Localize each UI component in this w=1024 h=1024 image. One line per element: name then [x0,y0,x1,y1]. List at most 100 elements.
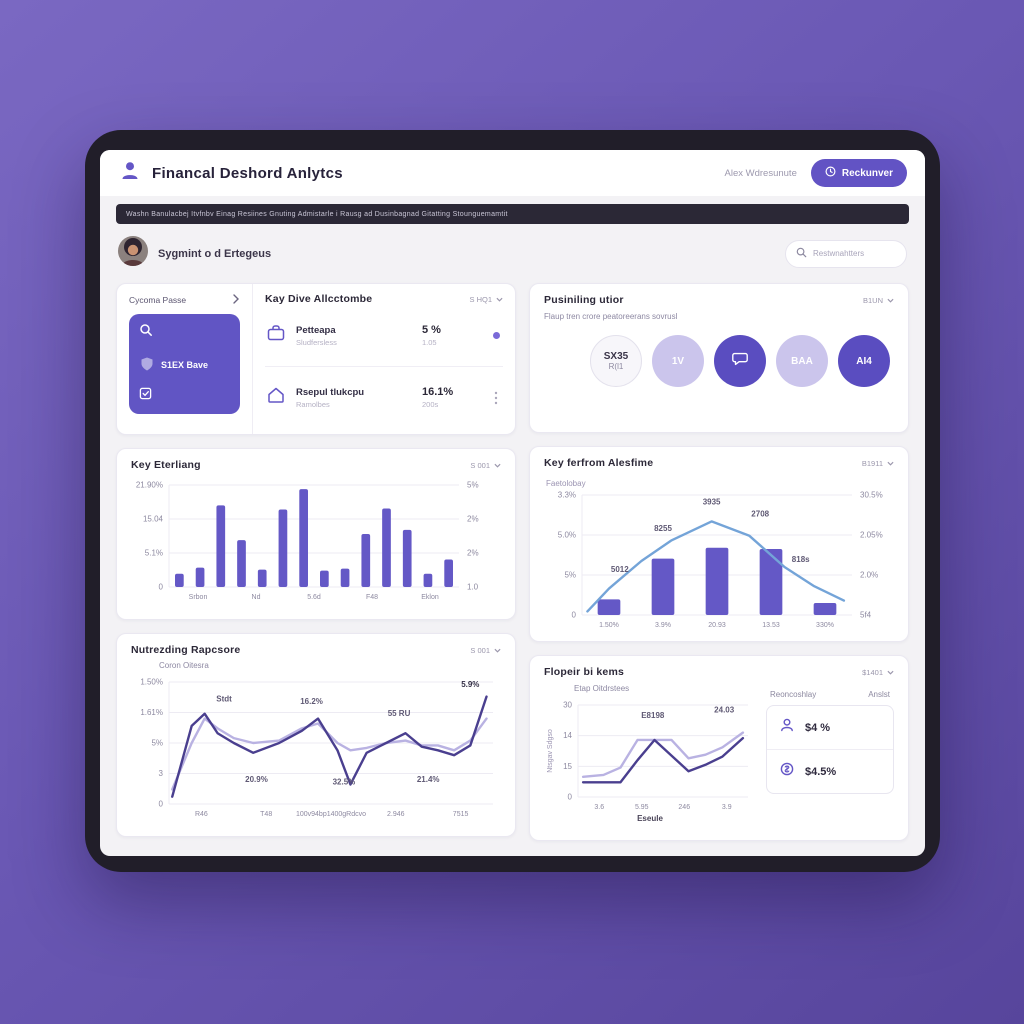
report-metric-value: $4 % [805,721,831,734]
reports-col-label: Reoncoshlay [770,690,817,699]
trends-subtitle: Coron Oitesra [159,661,209,670]
chevron-right-icon[interactable] [232,294,240,306]
clock-icon [825,166,836,180]
metric-subvalue: 200s [422,400,439,409]
svg-text:E8198: E8198 [641,711,665,720]
chevron-down-icon [494,463,501,468]
svg-text:21.4%: 21.4% [417,775,440,784]
person-icon [779,717,795,738]
svg-text:24.03: 24.03 [714,705,735,714]
metric-value: 5 % [422,324,441,336]
svg-text:5.1%: 5.1% [145,549,163,558]
audience-chip[interactable]: 1V [652,335,704,387]
audience-chip[interactable]: SX35 R(l1 [590,335,642,387]
performance-dropdown[interactable]: B1911 [862,459,894,468]
svg-text:16.2%: 16.2% [300,697,323,706]
dropdown-value: $1401 [862,667,883,677]
svg-text:32.5%: 32.5% [333,777,356,786]
svg-text:1.0: 1.0 [467,583,479,592]
chevron-down-icon [496,297,503,302]
trends-card: Nutrezding Rapcsore S 001 Coron Oitesra … [116,633,516,837]
metric-sublabel: Sludfersless [296,337,337,347]
svg-text:T48: T48 [260,811,272,818]
earnings-title: Key Eterliang [131,459,201,471]
chat-icon [731,350,749,373]
svg-text:7515: 7515 [453,811,469,818]
audience-dropdown[interactable]: B1UN [863,296,894,305]
dropdown-value: B1911 [861,458,883,468]
svg-text:818s: 818s [792,555,810,564]
dropdown-value: S 001 [470,645,490,655]
avatar[interactable] [118,236,148,271]
badge-icon [139,356,155,374]
chip-sublabel: R(l1 [608,362,624,371]
svg-text:2.946: 2.946 [387,811,405,818]
audience-chip[interactable]: AI4 [838,335,890,387]
primary-action-button[interactable]: Reckunver [810,159,907,187]
primary-action-label: Reckunver [841,167,893,179]
svg-text:15.04: 15.04 [143,515,164,524]
svg-text:5%: 5% [151,739,163,748]
greeting-row: Sygmint o d Ertegeus [100,224,925,281]
svg-text:0: 0 [159,583,164,592]
svg-text:15: 15 [563,762,572,771]
status-dot [492,332,500,339]
svg-text:Ntsgav Sdgso: Ntsgav Sdgso [547,729,554,773]
kebab-menu-icon[interactable] [489,391,503,405]
svg-text:0: 0 [159,800,164,809]
svg-text:Stdt: Stdt [216,695,232,704]
svg-text:5012: 5012 [611,565,629,574]
performance-title: Key ferfrom Alesfime [544,457,654,469]
svg-text:2%: 2% [467,549,479,558]
reports-subtitle: Etap Oitdrstees [574,684,630,693]
svg-text:5f4: 5f4 [860,611,872,620]
dropdown-value: B1UN [862,295,883,305]
audience-circles: SX35 R(l1 1V BAA AI4 [544,335,894,387]
key-metrics-title: Kay Dive Allcctombe [265,293,373,305]
svg-text:3.9: 3.9 [722,804,732,811]
svg-text:3.3%: 3.3% [558,491,576,500]
audience-card: Pusiniling utior B1UN Flaup tren crore p… [529,283,909,433]
earnings-bar-chart: 21.90% 15.04 5.1% 0 5% 2% 2% 1.0 Srbon Nd 5.6d F48 E… [131,475,501,603]
svg-text:20.9%: 20.9% [245,775,268,784]
metric-label: Petteapa [296,324,336,336]
svg-text:20.93: 20.93 [708,622,726,629]
svg-text:0: 0 [572,611,577,620]
metric-row[interactable]: Rsepul tlukcpu Ramolbes 16.1% 200s [265,366,503,428]
metric-label: Rsepul tlukcpu [296,386,365,398]
chevron-down-icon [887,298,894,303]
svg-text:Srbon: Srbon [189,594,208,601]
earnings-dropdown[interactable]: S 001 [470,461,501,470]
key-metrics-dropdown[interactable]: S HQ1 [469,295,503,304]
user-name: Alex Wdresunute [724,167,797,179]
search-input[interactable] [813,249,893,258]
audience-chip[interactable]: BAA [776,335,828,387]
trends-title: Nutrezding Rapcsore [131,644,241,656]
svg-text:8255: 8255 [654,524,672,533]
svg-text:3.9%: 3.9% [655,622,671,629]
report-metric-value: $4.5% [805,765,837,778]
app-screen: Financal Deshord Anlytcs Alex Wdresunute… [100,150,925,856]
chip-label: SX35 [603,351,629,362]
promo-tile[interactable]: S1EX Bave [129,314,240,414]
tablet-frame: Financal Deshord Anlytcs Alex Wdresunute… [85,130,940,872]
svg-text:Faetolobay: Faetolobay [546,479,586,488]
svg-text:2.0%: 2.0% [860,571,878,580]
svg-text:5%: 5% [467,481,479,490]
reports-title: Flopeir bi kems [544,666,625,678]
notice-text: Washn Banulacbej Itvfnbv Einag Resiines … [126,210,508,218]
metric-row[interactable]: Petteapa Sludfersless 5 % 1.05 [265,305,503,366]
svg-text:5.9%: 5.9% [461,680,479,689]
performance-combo-chart: 3.3% 5.0% 5% 0 30.5% 2.05% 2.0% 5f4 Faetolobay 1.… [544,475,894,631]
reports-footer-label: Eseule [637,814,663,823]
metric-value: 16.1% [422,386,454,398]
svg-text:5.0%: 5.0% [558,531,576,540]
search-box[interactable] [785,239,907,268]
trends-line-chart: 1.50% 1.61% 5% 3 0 R46 T48 100v94bp1400gRdcvo 2.… [131,672,501,820]
audience-chip[interactable] [714,335,766,387]
svg-text:246: 246 [678,804,690,811]
svg-text:14: 14 [563,731,572,740]
svg-text:5%: 5% [564,571,576,580]
reports-dropdown[interactable]: $1401 [862,668,894,677]
trends-dropdown[interactable]: S 001 [470,646,501,655]
